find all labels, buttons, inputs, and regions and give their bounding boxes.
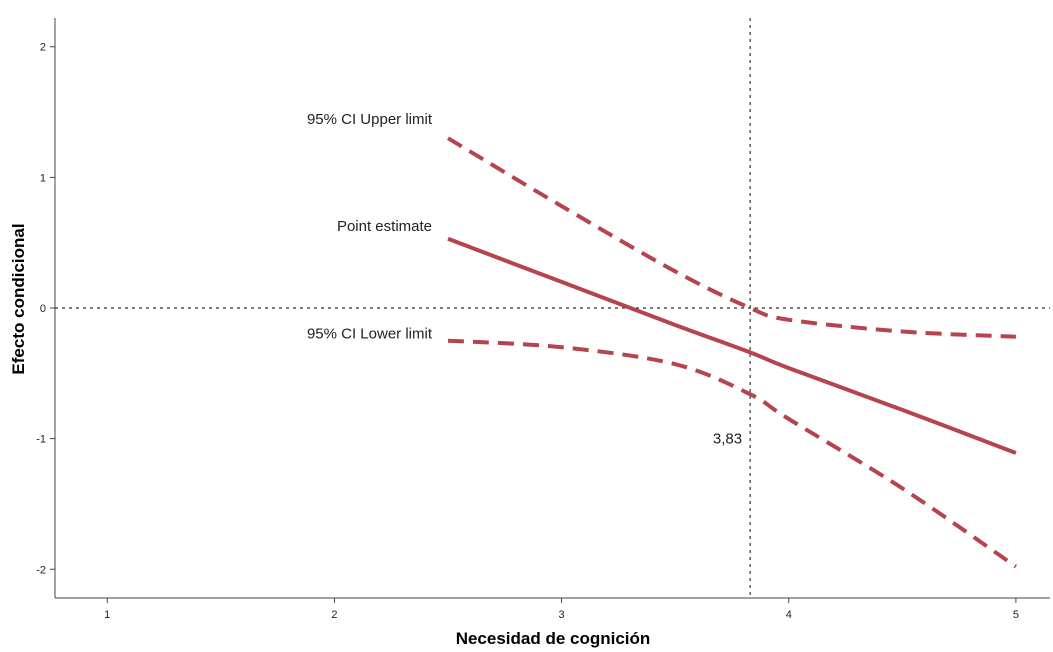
- lower-limit-label: 95% CI Lower limit: [307, 326, 433, 343]
- y-tick-label: 0: [40, 303, 46, 315]
- series-labels: 95% CI Upper limit Point estimate 95% CI L…: [307, 111, 433, 342]
- point-estimate-label: Point estimate: [337, 218, 432, 235]
- point-estimate-line: [447, 236, 1017, 455]
- x-tick-label: 5: [1013, 609, 1019, 621]
- x-tick-label: 1: [104, 609, 110, 621]
- upper-limit-line: [446, 136, 1016, 339]
- x-tick-label: 4: [786, 609, 792, 621]
- x-axis-title: Necesidad de cognición: [456, 629, 651, 648]
- y-tick-label: 2: [40, 42, 46, 54]
- reference-lines: 3,83: [55, 18, 1050, 598]
- lower-limit-line: [447, 338, 1018, 569]
- threshold-value-label: 3,83: [713, 431, 742, 448]
- upper-limit-label: 95% CI Upper limit: [307, 111, 433, 128]
- y-tick-label: 1: [40, 172, 46, 184]
- x-tick-label: 3: [559, 609, 565, 621]
- y-tick-label: -1: [36, 434, 46, 446]
- series-lines: [446, 136, 1018, 569]
- y-axis-title: Efecto condicional: [9, 223, 28, 374]
- axis-ticks: 1 2 3 4 5 2 1 0 -1 -2: [36, 42, 1019, 621]
- y-tick-label: -2: [36, 564, 46, 576]
- x-tick-label: 2: [331, 609, 337, 621]
